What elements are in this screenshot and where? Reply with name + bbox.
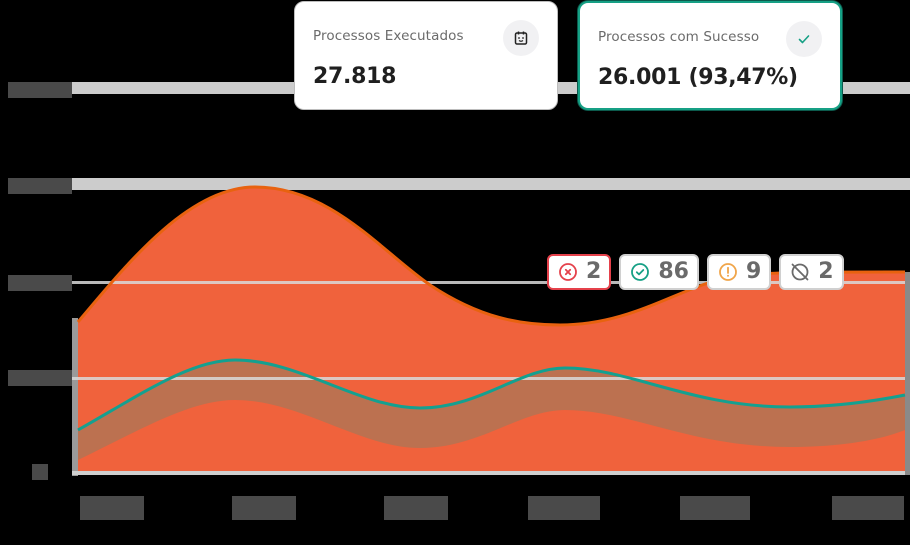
x-axis-label — [528, 496, 600, 520]
exclamation-circle-icon — [719, 263, 737, 281]
status-badges: 2 86 9 2 — [547, 254, 844, 290]
badge-count: 9 — [745, 259, 762, 284]
y-axis-label — [8, 82, 72, 98]
success-count-badge[interactable]: 86 — [619, 254, 699, 290]
gridline — [72, 281, 910, 284]
area-fill — [78, 187, 905, 472]
executed-processes-card: Processos Executados 27.818 — [294, 1, 558, 110]
badge-count: 2 — [818, 259, 834, 284]
y-axis-label — [8, 178, 72, 194]
x-axis-label — [384, 496, 448, 520]
x-axis-label — [832, 496, 904, 520]
card-title: Processos com Sucesso — [598, 29, 760, 45]
badge-count: 2 — [586, 259, 602, 284]
series-line-success — [77, 358, 906, 432]
y-axis-label — [8, 275, 72, 291]
y-axis-label — [8, 370, 72, 386]
card-value: 26.001 (93,47%) — [598, 65, 798, 90]
gridline — [72, 178, 910, 190]
x-axis-label — [80, 496, 144, 520]
x-circle-icon — [559, 263, 577, 281]
card-title: Processos Executados — [313, 28, 464, 44]
check-circle-icon — [631, 263, 650, 281]
badge-count: 86 — [658, 259, 689, 284]
warning-count-badge[interactable]: 9 — [706, 254, 772, 290]
gridline — [72, 471, 910, 475]
card-value: 27.818 — [313, 64, 397, 89]
error-count-badge[interactable]: 2 — [547, 254, 612, 290]
calendar-face-icon — [503, 20, 539, 56]
successful-processes-card: Processos com Sucesso 26.001 (93,47%) — [578, 1, 842, 110]
x-axis-label — [680, 496, 750, 520]
y-axis-label — [32, 464, 48, 480]
x-axis-label — [232, 496, 296, 520]
check-icon — [786, 21, 822, 57]
disabled-count-badge[interactable]: 2 — [779, 254, 844, 290]
slashed-circle-icon — [791, 263, 809, 281]
gridline — [72, 377, 910, 380]
success-area — [78, 360, 905, 460]
